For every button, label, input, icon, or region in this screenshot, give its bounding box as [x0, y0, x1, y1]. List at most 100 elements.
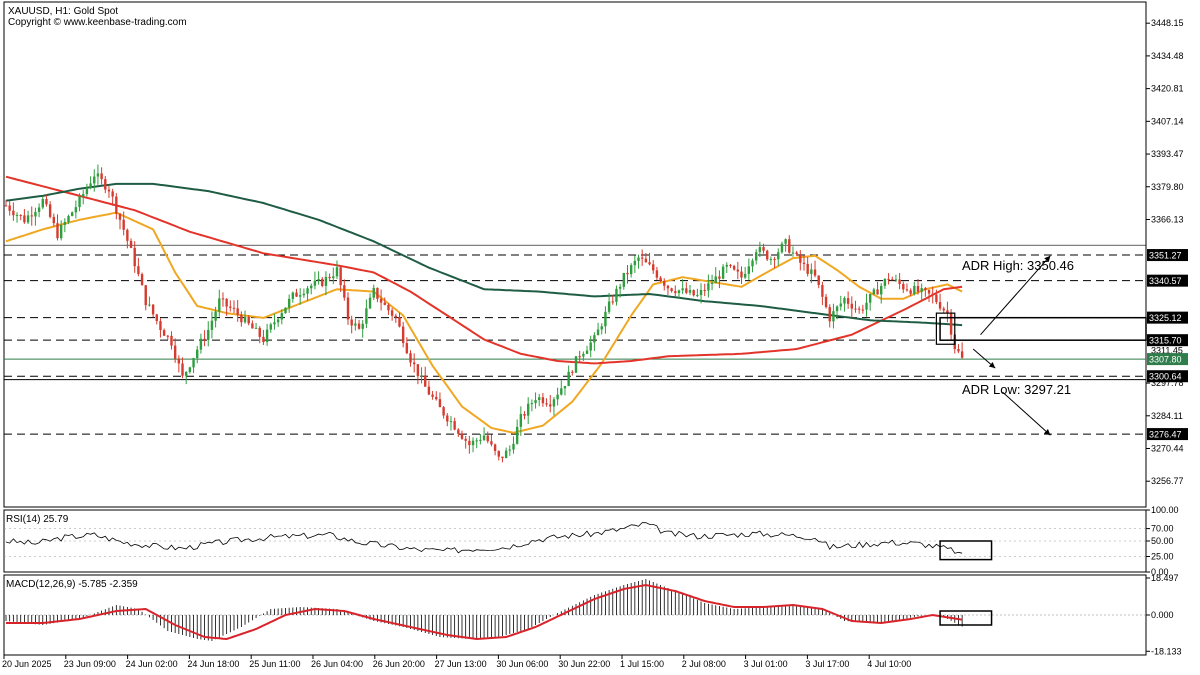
candle-body [376, 287, 379, 299]
price-tick-label: 3284.11 [1151, 411, 1183, 421]
rsi-panel[interactable]: 100.00 70.00 50.00 25.00 0.00 RSI(14) 25.79 [3, 505, 1179, 577]
candle-body [578, 356, 581, 358]
price-panel[interactable]: ADR High: 3350.46 ADR Low: 3297.21 XAUUSD… [3, 1, 1147, 508]
price-level-label: 3325.12 [1149, 313, 1182, 323]
candle-body [188, 367, 192, 372]
candle-body [556, 394, 559, 400]
candle-body [872, 289, 876, 295]
candle-body [383, 302, 386, 305]
candle-body [769, 259, 773, 261]
candle-body [773, 259, 776, 261]
candle-body [905, 289, 909, 291]
candle-body [82, 194, 85, 197]
time-tick-label: 27 Jun 13:00 [435, 659, 487, 669]
candle-body [317, 278, 320, 281]
price-tick-label: 3297.78 [1151, 378, 1184, 388]
candle-body [74, 207, 78, 213]
candle-body [343, 285, 346, 298]
candle-body [615, 288, 618, 302]
candle-body [659, 277, 662, 281]
candle-body [640, 257, 644, 259]
candle-body [401, 326, 405, 344]
time-tick-label: 26 Jun 20:00 [373, 659, 425, 669]
price-level-badge [1147, 311, 1188, 324]
candle-body [247, 316, 250, 324]
candle-body [718, 276, 721, 279]
candle-body [412, 362, 416, 365]
candle-body [111, 191, 114, 197]
price-tick-label: 3270.44 [1151, 444, 1184, 454]
macd-panel[interactable]: 18.497 0.000 -18.133 MACD(12,26,9) -5.785 … [3, 573, 1182, 656]
time-axis: 20 Jun 2025 23 Jun 09:00 24 Jun 02:00 24 Ju… [2, 655, 911, 669]
candle-body [4, 205, 8, 207]
candle-body [280, 313, 284, 320]
candle-body [788, 239, 791, 253]
candle-body [306, 288, 309, 294]
candle-body [56, 223, 59, 239]
moving-average-slow [5, 182, 963, 327]
candle-body [229, 306, 232, 308]
candle-body [891, 279, 894, 281]
price-tick-label: 3407.14 [1151, 116, 1184, 126]
candle-body [637, 257, 640, 261]
time-tick-label: 3 Jul 17:00 [805, 659, 849, 669]
candle-body [365, 308, 368, 324]
rsi-tick-label: 70.00 [1151, 524, 1174, 534]
price-tick-label: 3256.77 [1151, 476, 1184, 486]
time-tick-label: 30 Jun 06:00 [496, 659, 548, 669]
time-tick-label: 2 Jul 08:00 [682, 659, 726, 669]
candle-body [813, 269, 817, 276]
candle-body [93, 176, 96, 184]
candle-body [850, 303, 854, 309]
time-tick-label: 24 Jun 18:00 [187, 659, 239, 669]
candle-body [957, 349, 960, 352]
candle-body [670, 288, 673, 292]
candle-body [685, 288, 688, 293]
candle-body [883, 278, 887, 286]
candle-body [265, 329, 269, 343]
price-tick-label: 3420.81 [1151, 84, 1184, 94]
candle-body [471, 440, 475, 446]
candle-body [475, 440, 478, 442]
candle-body [298, 295, 302, 297]
rsi-title: RSI(14) 25.79 [6, 514, 69, 525]
moving-average-fast [5, 211, 963, 434]
time-tick-label: 30 Jun 22:00 [558, 659, 610, 669]
candle-body [681, 288, 684, 291]
price-level-label: 3307.80 [1149, 355, 1182, 365]
candle-body [173, 345, 177, 359]
candle-body [122, 219, 125, 230]
candle-body [354, 323, 357, 326]
time-tick-label: 3 Jul 01:00 [744, 659, 788, 669]
arrow-2 [1002, 391, 1051, 436]
candle-body [600, 326, 603, 330]
rsi-tick-label: 25.00 [1151, 552, 1174, 562]
symbol-title: XAUUSD, H1: Gold Spot [8, 6, 118, 17]
price-level-label: 3300.64 [1149, 372, 1182, 382]
candle-body [129, 240, 133, 248]
candle-body [335, 267, 339, 277]
candle-body [332, 276, 335, 279]
candle-body [902, 284, 905, 290]
candle-body [696, 295, 699, 297]
candle-body [795, 252, 798, 255]
candle-body [747, 266, 751, 274]
moving-averages [5, 175, 963, 434]
candle-body [802, 262, 806, 264]
candle-body [946, 310, 949, 314]
price-level-badge [1147, 353, 1188, 366]
price-tick-label: 3379.80 [1151, 182, 1184, 192]
candle-body [19, 214, 22, 216]
candle-body [346, 297, 350, 320]
candle-body [144, 285, 147, 306]
candle-body [137, 266, 140, 275]
candle-body [924, 288, 927, 291]
candle-body [442, 407, 445, 416]
candle-body [942, 308, 945, 311]
time-tick-label: 24 Jun 02:00 [126, 659, 178, 669]
candle-body [435, 396, 438, 400]
candle-body [832, 311, 835, 322]
candle-body [67, 215, 70, 223]
candle-body [703, 290, 706, 292]
candle-body [214, 311, 217, 321]
